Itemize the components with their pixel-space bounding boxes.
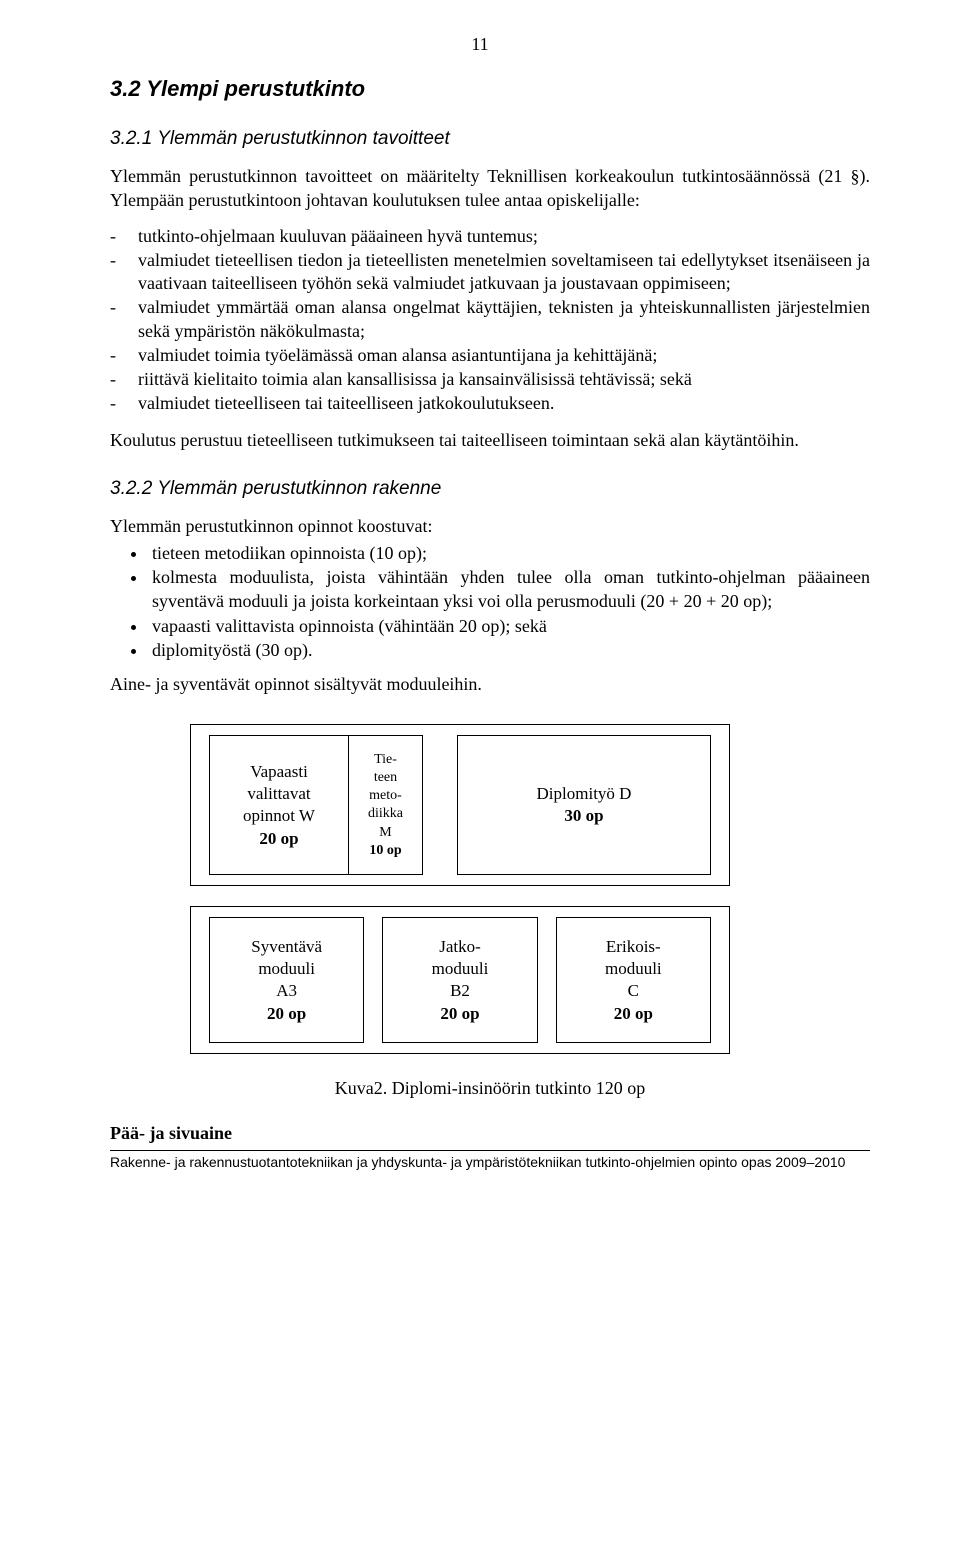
heading-3-2-1: 3.2.1 Ylemmän perustutkinnon tavoitteet xyxy=(110,128,870,150)
cell-line: moduuli xyxy=(432,958,489,980)
list-item: -valmiudet toimia työelämässä oman alans… xyxy=(110,344,870,368)
cell-line: Diplomityö D xyxy=(537,783,632,805)
list-item-text: valmiudet toimia työelämässä oman alansa… xyxy=(138,344,870,368)
cell-line-bold: 20 op xyxy=(440,1003,479,1025)
list-item-text: vapaasti valittavista opinnoista (vähint… xyxy=(152,616,547,636)
cell-line-bold: 30 op xyxy=(564,805,603,827)
paragraph-2: Koulutus perustuu tieteelliseen tutkimuk… xyxy=(110,428,870,452)
cell-line: Jatko- xyxy=(439,936,481,958)
cell-line-bold: 10 op xyxy=(369,842,401,860)
diagram-cell-syventava: Syventävä moduuli A3 20 op xyxy=(209,917,364,1043)
structure-list: tieteen metodiikan opinnoista (10 op); k… xyxy=(110,541,870,662)
cell-line: Erikois- xyxy=(606,936,661,958)
list-item: -valmiudet ymmärtää oman alansa ongelmat… xyxy=(110,296,870,344)
cell-line: meto- xyxy=(369,787,402,805)
cell-line: moduuli xyxy=(605,958,662,980)
diagram-row-1: Vapaasti valittavat opinnot W 20 op Tie-… xyxy=(190,724,730,886)
list-item-text: diplomityöstä (30 op). xyxy=(152,640,313,660)
footer-text: Rakenne- ja rakennustuotantotekniikan ja… xyxy=(110,1150,870,1170)
list-item: -tutkinto-ohjelmaan kuuluvan pääaineen h… xyxy=(110,225,870,249)
diagram-cell-metodiikka: Tie- teen meto- diikka M 10 op xyxy=(349,735,423,875)
structure-diagram: Vapaasti valittavat opinnot W 20 op Tie-… xyxy=(190,724,730,1054)
cell-line: valittavat xyxy=(247,783,310,805)
cell-line-bold: 20 op xyxy=(267,1003,306,1025)
structure-intro: Ylemmän perustutkinnon opinnot koostuvat… xyxy=(110,514,870,538)
diagram-gap xyxy=(423,735,457,875)
diagram-row-2: Syventävä moduuli A3 20 op Jatko- moduul… xyxy=(190,906,730,1054)
list-item-text: tieteen metodiikan opinnoista (10 op); xyxy=(152,543,427,563)
diagram-cell-jatko: Jatko- moduuli B2 20 op xyxy=(382,917,537,1043)
cell-line-bold: 20 op xyxy=(259,828,298,850)
list-item-text: riittävä kielitaito toimia alan kansalli… xyxy=(138,368,870,392)
list-item: tieteen metodiikan opinnoista (10 op); xyxy=(148,541,870,565)
heading-3-2: 3.2 Ylempi perustutkinto xyxy=(110,76,870,102)
list-item-text: valmiudet tieteellisen tiedon ja tieteel… xyxy=(138,249,870,297)
list-item-text: tutkinto-ohjelmaan kuuluvan pääaineen hy… xyxy=(138,225,870,249)
intro-paragraph: Ylemmän perustutkinnon tavoitteet on mää… xyxy=(110,164,870,213)
heading-3-2-2: 3.2.2 Ylemmän perustutkinnon rakenne xyxy=(110,478,870,500)
diagram-cell-diplomityo: Diplomityö D 30 op xyxy=(457,735,711,875)
structure-after: Aine- ja syventävät opinnot sisältyvät m… xyxy=(110,672,870,696)
cell-line: Tie- xyxy=(374,751,397,769)
cell-line: opinnot W xyxy=(243,805,315,827)
list-item: -valmiudet tieteelliseen tai taiteellise… xyxy=(110,392,870,416)
cell-line: teen xyxy=(374,769,397,787)
document-page: 11 3.2 Ylempi perustutkinto 3.2.1 Ylemmä… xyxy=(0,0,960,1561)
list-item: -riittävä kielitaito toimia alan kansall… xyxy=(110,368,870,392)
list-item: diplomityöstä (30 op). xyxy=(148,638,870,662)
list-item: kolmesta moduulista, joista vähintään yh… xyxy=(148,565,870,614)
diagram-cell-erikois: Erikois- moduuli C 20 op xyxy=(556,917,711,1043)
diagram-cell-vapaasti: Vapaasti valittavat opinnot W 20 op xyxy=(209,735,349,875)
list-item-text: kolmesta moduulista, joista vähintään yh… xyxy=(152,567,870,611)
cell-line: Vapaasti xyxy=(250,761,308,783)
list-item: vapaasti valittavista opinnoista (vähint… xyxy=(148,614,870,638)
cell-line: diikka xyxy=(368,805,403,823)
list-item-text: valmiudet ymmärtää oman alansa ongelmat … xyxy=(138,296,870,344)
page-number: 11 xyxy=(0,34,960,55)
cell-line: B2 xyxy=(450,980,470,1002)
cell-line: moduuli xyxy=(258,958,315,980)
cell-line-bold: 20 op xyxy=(614,1003,653,1025)
figure-caption: Kuva2. Diplomi-insinöörin tutkinto 120 o… xyxy=(110,1078,870,1099)
cell-line: C xyxy=(628,980,639,1002)
list-item-text: valmiudet tieteelliseen tai taiteellisee… xyxy=(138,392,870,416)
goals-list: -tutkinto-ohjelmaan kuuluvan pääaineen h… xyxy=(110,225,870,417)
cell-line: M xyxy=(379,824,391,842)
list-item: -valmiudet tieteellisen tiedon ja tietee… xyxy=(110,249,870,297)
cell-line: A3 xyxy=(276,980,297,1002)
footer-heading: Pää- ja sivuaine xyxy=(110,1123,870,1144)
cell-line: Syventävä xyxy=(251,936,322,958)
